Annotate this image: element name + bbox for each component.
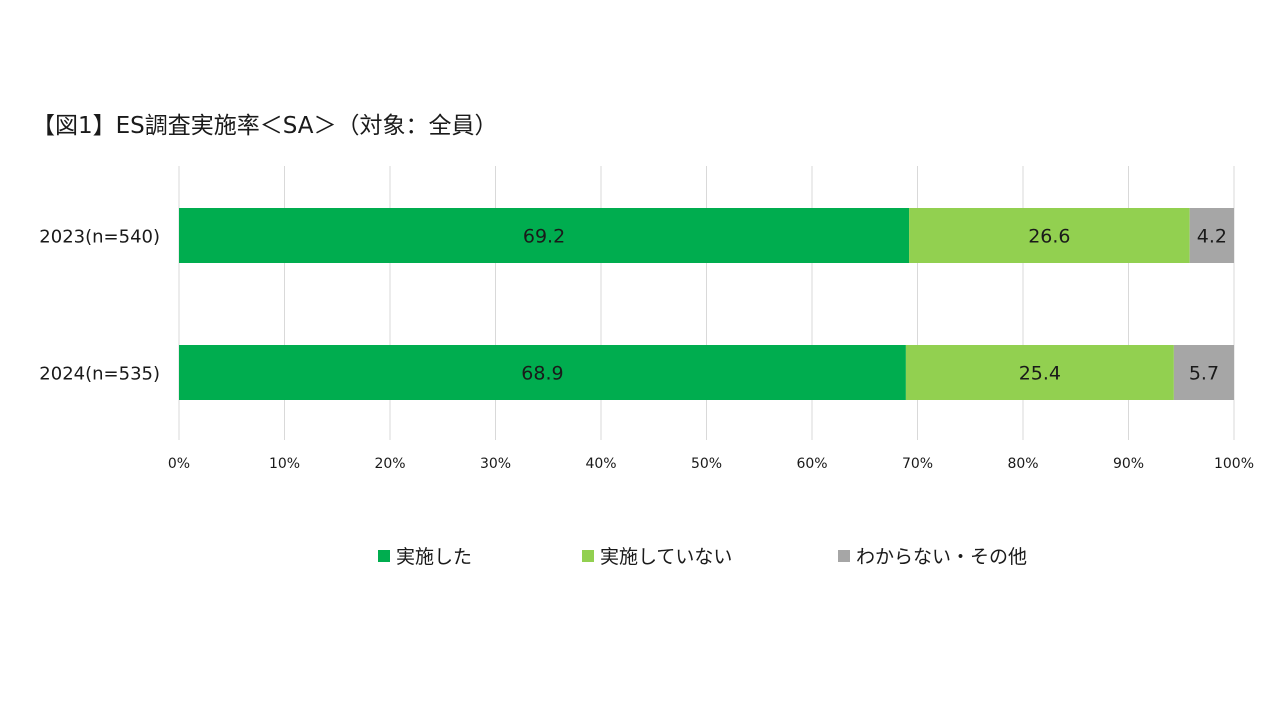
legend-swatch <box>838 549 850 562</box>
x-tick-label: 60% <box>796 456 827 472</box>
x-tick-label: 20% <box>374 456 405 472</box>
data-label: 68.9 <box>521 363 563 385</box>
x-tick-labels: 0% 10% 20% 30% 40% 50% 60% 70% 80% 90% 100% <box>168 456 1254 472</box>
data-label: 5.7 <box>1189 363 1219 385</box>
bar-segment <box>1189 208 1234 263</box>
legend-label: 実施していない <box>600 546 733 568</box>
bar-segment <box>905 345 1174 400</box>
x-tick-label: 0% <box>168 456 190 472</box>
legend: 実施した 実施していない わからない・その他 <box>0 542 1280 572</box>
x-tick-label: 80% <box>1007 456 1038 472</box>
category-label: 2024(n=535) <box>39 364 160 385</box>
legend-item: 実施していない <box>582 542 732 569</box>
x-tick-label: 100% <box>1214 456 1254 472</box>
legend-swatch <box>378 549 390 562</box>
category-labels: 2023(n=540) 2024(n=535) <box>39 227 160 385</box>
x-tick-label: 90% <box>1113 456 1144 472</box>
x-tick-label: 50% <box>691 456 722 472</box>
bars <box>179 208 1234 400</box>
bar-segment <box>909 208 1190 263</box>
bar-segment <box>1173 345 1234 400</box>
legend-swatch <box>582 549 594 562</box>
legend-item: 実施した <box>378 542 472 569</box>
x-tick-label: 30% <box>480 456 511 472</box>
x-tick-label: 40% <box>585 456 616 472</box>
data-label: 26.6 <box>1028 226 1070 248</box>
data-label: 25.4 <box>1019 363 1061 385</box>
legend-label: わからない・その他 <box>856 546 1028 568</box>
legend-label: 実施した <box>396 546 473 568</box>
x-tick-label: 70% <box>902 456 933 472</box>
data-label: 69.2 <box>523 226 565 248</box>
bar-segment <box>179 208 910 263</box>
data-labels: 69.2 26.6 4.2 68.9 25.4 5.7 <box>521 226 1227 385</box>
legend-item: わからない・その他 <box>838 542 1027 569</box>
chart-title: 【図1】ES調査実施率＜SA＞（対象：全員） <box>32 113 498 139</box>
bar-segment <box>179 345 906 400</box>
category-label: 2023(n=540) <box>39 227 160 248</box>
data-label: 4.2 <box>1197 226 1227 248</box>
x-tick-label: 10% <box>269 456 300 472</box>
